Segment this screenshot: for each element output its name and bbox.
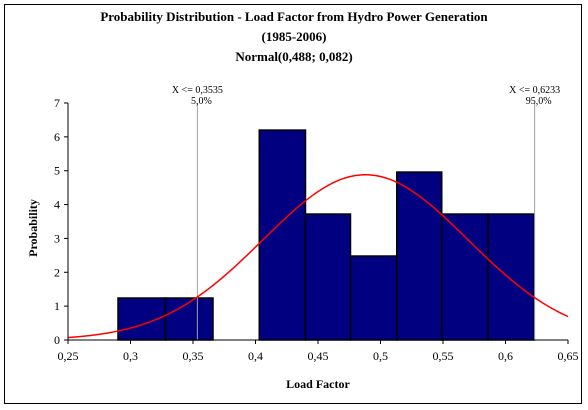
histogram-bar-8 <box>487 213 535 341</box>
chart-title-line-1: Probability Distribution - Load Factor f… <box>100 9 488 24</box>
histogram-bar-4 <box>304 213 352 341</box>
y-axis-label: Probability <box>26 199 40 257</box>
percentile-marker-pct-0: 5,0% <box>191 96 212 107</box>
percentile-marker-pct-1: 95,0% <box>526 96 552 107</box>
y-tick-label: 5 <box>54 164 60 178</box>
chart-title-line-3: Normal(0,488; 0,082) <box>235 49 352 64</box>
percentile-marker-label-0: X <= 0,3535 <box>172 85 223 96</box>
chart-title-line-2: (1985-2006) <box>262 29 327 44</box>
y-tick-label: 2 <box>54 265 60 279</box>
x-tick-label: 0,65 <box>558 349 579 363</box>
y-tick-label: 6 <box>54 130 60 144</box>
y-tick-label: 7 <box>54 96 60 110</box>
x-tick-label: 0,35 <box>183 349 204 363</box>
histogram-bar-3 <box>258 129 307 341</box>
y-tick-label: 4 <box>54 198 60 212</box>
x-tick-label: 0,45 <box>308 349 329 363</box>
x-tick-label: 0,3 <box>123 349 138 363</box>
histogram-bar-1 <box>164 297 214 341</box>
percentile-marker-label-1: X <= 0,6233 <box>509 85 560 96</box>
x-tick-label: 0,25 <box>58 349 79 363</box>
y-tick-label: 3 <box>54 231 60 245</box>
histogram-bar-5 <box>349 255 398 341</box>
histogram-bar-6 <box>396 171 443 341</box>
x-tick-label: 0,4 <box>248 349 263 363</box>
normal-fit-curve <box>67 174 569 339</box>
histogram-bar-7 <box>441 213 489 341</box>
x-tick-label: 0,55 <box>433 349 454 363</box>
y-tick-label: 0 <box>54 333 60 347</box>
x-tick-label: 0,5 <box>373 349 388 363</box>
x-tick-label: 0,6 <box>498 349 513 363</box>
x-axis-label: Load Factor <box>286 377 350 391</box>
y-tick-label: 1 <box>54 299 60 313</box>
